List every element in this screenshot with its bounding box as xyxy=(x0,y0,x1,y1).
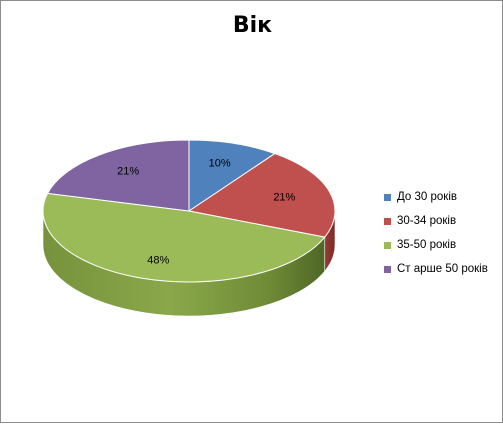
data-label-third: 48% xyxy=(147,255,169,267)
legend-label: 35-50 років xyxy=(397,239,457,251)
legend-swatch xyxy=(384,193,391,201)
pie-slice-second xyxy=(187,153,336,238)
data-label-fourth: 21% xyxy=(117,166,139,178)
legend-swatch xyxy=(384,241,391,249)
data-label-second: 21% xyxy=(273,192,295,204)
legend-item: Ст арше 50 років xyxy=(384,260,488,278)
legend-swatch xyxy=(384,265,391,273)
legend-label: До 30 років xyxy=(397,191,457,203)
data-label-first: 10% xyxy=(209,157,231,169)
chart-title: Вік xyxy=(232,13,273,38)
legend-label: Ст арше 50 років xyxy=(397,263,488,275)
legend-item: 35-50 років xyxy=(384,236,488,254)
legend-label: 30-34 років xyxy=(397,215,457,227)
pie-slice-fourth xyxy=(46,139,190,212)
pie-slice-first xyxy=(188,139,276,212)
legend: До 30 років 30-34 років 35-50 років Ст а… xyxy=(384,188,488,284)
pie-slice-third xyxy=(42,192,326,283)
legend-item: До 30 років xyxy=(384,188,488,206)
legend-item: 30-34 років xyxy=(384,212,488,230)
legend-swatch xyxy=(384,217,391,225)
